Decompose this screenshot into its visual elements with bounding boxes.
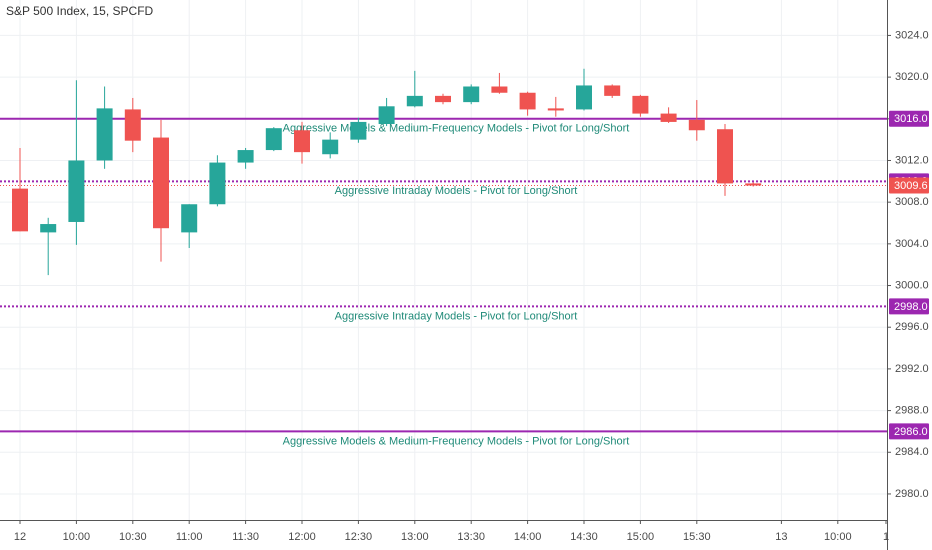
candle-body [745, 183, 762, 186]
x-tick-label: 11:30 [232, 531, 259, 543]
candle-body [12, 188, 28, 232]
x-tick-label: 11:00 [176, 531, 203, 543]
candle-body [547, 108, 564, 111]
y-tick-label: 3012.0 [895, 154, 929, 166]
x-tick-label: 12:30 [345, 531, 373, 543]
x-tick-label: 13:30 [457, 531, 485, 543]
x-tick-label: 10:30 [119, 531, 147, 543]
levels: Aggressive Models & Medium-Frequency Mod… [0, 117, 887, 447]
candle-body [378, 106, 395, 125]
candle-body [153, 137, 169, 229]
grid [0, 0, 887, 520]
y-tick-label: 2996.0 [895, 321, 929, 333]
y-tick-label: 2984.0 [895, 446, 929, 458]
y-tick-label: 3004.0 [895, 238, 929, 250]
x-tick-label: 1 [883, 531, 889, 543]
y-tick-label: 3000.0 [895, 279, 929, 291]
price-badge-label: 3016.0 [894, 113, 928, 125]
candle-body [124, 109, 141, 141]
candle-body [265, 128, 282, 151]
y-tick-label: 2992.0 [895, 363, 929, 375]
pivot-note: Aggressive Intraday Models - Pivot for L… [335, 310, 578, 322]
price-badge-label: 3009.6 [894, 180, 928, 192]
candle-body [406, 95, 423, 107]
y-tick-label: 2988.0 [895, 404, 929, 416]
candle-body [40, 224, 57, 233]
candle-body [717, 129, 733, 184]
y-tick-label: 3008.0 [895, 196, 929, 208]
candle-body [435, 95, 451, 103]
candle-body [576, 85, 592, 110]
price-badge [889, 110, 929, 127]
candle-body [604, 85, 621, 96]
price-badge-label: 2986.0 [894, 426, 928, 438]
candle-body [322, 139, 339, 155]
price-badge [889, 423, 929, 440]
x-tick-label: 10:00 [63, 531, 91, 543]
candle-body [463, 86, 480, 103]
axes: 2980.0 2984.0 2988.0 2992.0 2996.0 3000.0 3004… [14, 29, 929, 543]
candle-body [632, 95, 649, 114]
chart-title: S&P 500 Index, 15, SPCFD [6, 4, 154, 18]
x-tick-label: 15:00 [627, 531, 655, 543]
x-tick-label: 14:00 [514, 531, 542, 543]
x-tick-label: 14:30 [570, 531, 598, 543]
pivot-note: Aggressive Models & Medium-Frequency Mod… [283, 435, 630, 447]
x-tick-label: 12:00 [288, 531, 316, 543]
x-tick-label: 12 [14, 531, 26, 543]
candle-body [237, 150, 254, 163]
candle-body [96, 108, 113, 161]
candles [12, 68, 762, 276]
x-tick-label: 10:00 [824, 531, 852, 543]
candle-body [68, 160, 85, 222]
x-tick-label: 13:00 [401, 531, 429, 543]
candle-body [294, 130, 310, 153]
price-badge [889, 177, 929, 194]
candle-body [688, 119, 705, 131]
time-axis-panel [0, 520, 887, 550]
candle-body [209, 162, 226, 205]
candle-body [660, 113, 677, 122]
pivot-note: Aggressive Models & Medium-Frequency Mod… [283, 123, 630, 135]
candle-body [491, 86, 508, 93]
y-tick-label: 3024.0 [895, 29, 929, 41]
price-badge [889, 298, 929, 315]
x-tick-label: 13 [775, 531, 787, 543]
x-tick-label: 15:30 [683, 531, 711, 543]
y-tick-label: 3020.0 [895, 71, 929, 83]
price-badge-label: 2998.0 [894, 301, 928, 313]
candle-body [350, 121, 367, 140]
y-tick-label: 2980.0 [895, 488, 929, 500]
candle-body [519, 92, 536, 110]
pivot-note: Aggressive Intraday Models - Pivot for L… [335, 185, 578, 197]
price-axis-panel [887, 0, 932, 550]
candle-body [181, 204, 198, 233]
